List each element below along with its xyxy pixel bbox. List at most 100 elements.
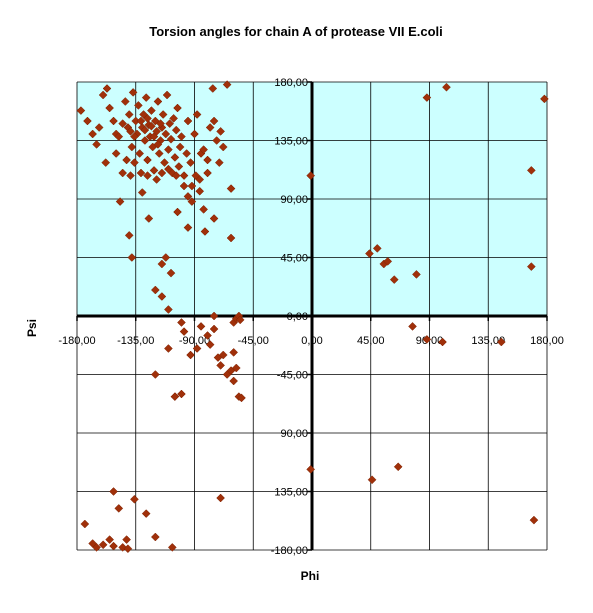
- data-point: [88, 129, 98, 139]
- data-point: [165, 119, 175, 128]
- data-point: [123, 544, 133, 554]
- x-tick-label: -135,00: [117, 335, 154, 347]
- data-point: [229, 376, 239, 386]
- data-point: [173, 207, 182, 217]
- data-point: [109, 487, 118, 496]
- data-point: [174, 162, 184, 171]
- data-point: [389, 275, 399, 284]
- data-point: [526, 166, 536, 175]
- x-tick-label: -180,00: [58, 335, 95, 347]
- data-point: [187, 197, 197, 206]
- data-point: [141, 93, 151, 102]
- data-point: [92, 543, 101, 552]
- x-tick-label: 45,00: [357, 335, 385, 347]
- data-point: [526, 262, 536, 271]
- data-point: [237, 393, 246, 403]
- data-point: [169, 114, 178, 123]
- data-point: [130, 132, 139, 141]
- data-point: [98, 540, 108, 550]
- data-point: [175, 142, 185, 152]
- data-point: [422, 335, 432, 344]
- data-point: [442, 82, 451, 92]
- data-point: [147, 106, 156, 115]
- data-point: [177, 318, 186, 327]
- data-point: [306, 465, 316, 474]
- data-point: [94, 123, 104, 132]
- data-point: [158, 110, 168, 119]
- y-tick-label: 135,00: [274, 136, 308, 148]
- data-point: [209, 311, 219, 321]
- data-point: [161, 129, 171, 139]
- data-point: [157, 259, 167, 269]
- data-point: [177, 389, 186, 399]
- data-point: [226, 233, 236, 243]
- x-axis-title: Phi: [301, 569, 320, 583]
- x-tick-label: 180,00: [530, 335, 564, 347]
- data-point: [383, 257, 393, 266]
- data-point: [372, 244, 382, 253]
- data-point: [171, 171, 181, 180]
- y-tick-label: 45,00: [280, 253, 308, 265]
- x-tick-labels: -180,00-135,00-90,00-45,000,0045,0090,00…: [58, 335, 563, 347]
- data-point: [190, 129, 199, 139]
- data-point: [195, 186, 205, 196]
- data-point: [153, 140, 163, 149]
- data-point: [120, 97, 130, 106]
- data-point: [529, 515, 539, 525]
- data-point: [199, 205, 208, 214]
- data-point: [150, 370, 160, 379]
- data-point: [540, 94, 549, 104]
- data-point: [203, 331, 212, 340]
- data-point: [126, 171, 135, 180]
- data-point: [216, 361, 225, 370]
- data-point: [218, 142, 228, 152]
- data-point: [229, 348, 239, 357]
- data-point: [140, 136, 150, 145]
- data-point: [186, 350, 195, 360]
- data-point: [171, 125, 181, 135]
- data-point: [196, 322, 206, 331]
- data-point: [205, 123, 215, 132]
- x-tick-label: 0,00: [301, 335, 322, 347]
- data-point: [109, 116, 118, 126]
- data-point: [126, 127, 135, 136]
- data-point: [200, 227, 210, 236]
- data-point: [199, 145, 208, 154]
- data-point: [105, 103, 114, 113]
- data-point: [209, 116, 219, 126]
- data-point: [216, 493, 225, 503]
- data-point: [105, 535, 114, 544]
- data-point: [365, 249, 374, 258]
- y-axis-title: Psi: [25, 319, 39, 337]
- data-point: [170, 153, 180, 162]
- data-point: [141, 509, 151, 518]
- data-point: [218, 350, 228, 360]
- data-point: [203, 168, 212, 178]
- data-point: [127, 253, 137, 262]
- data-point: [143, 114, 152, 123]
- data-point: [192, 110, 202, 119]
- data-point: [128, 88, 138, 97]
- y-tick-label: 0,00: [287, 311, 308, 323]
- x-tick-label: 135,00: [471, 335, 505, 347]
- data-point: [170, 392, 180, 401]
- data-point: [154, 149, 164, 158]
- data-point: [130, 494, 139, 504]
- data-point: [136, 116, 146, 126]
- data-point: [150, 285, 160, 295]
- data-point: [135, 149, 145, 158]
- data-point: [127, 142, 137, 152]
- data-point: [130, 158, 139, 167]
- data-point: [191, 171, 201, 180]
- data-point: [187, 181, 197, 191]
- data-point: [122, 535, 131, 544]
- data-point: [114, 504, 124, 513]
- data-point: [222, 80, 232, 89]
- data-point: [143, 171, 152, 180]
- data-point: [150, 532, 160, 542]
- data-point: [76, 106, 86, 115]
- data-point: [115, 197, 125, 206]
- y-tick-label: 180,00: [274, 77, 308, 89]
- data-point: [182, 149, 192, 158]
